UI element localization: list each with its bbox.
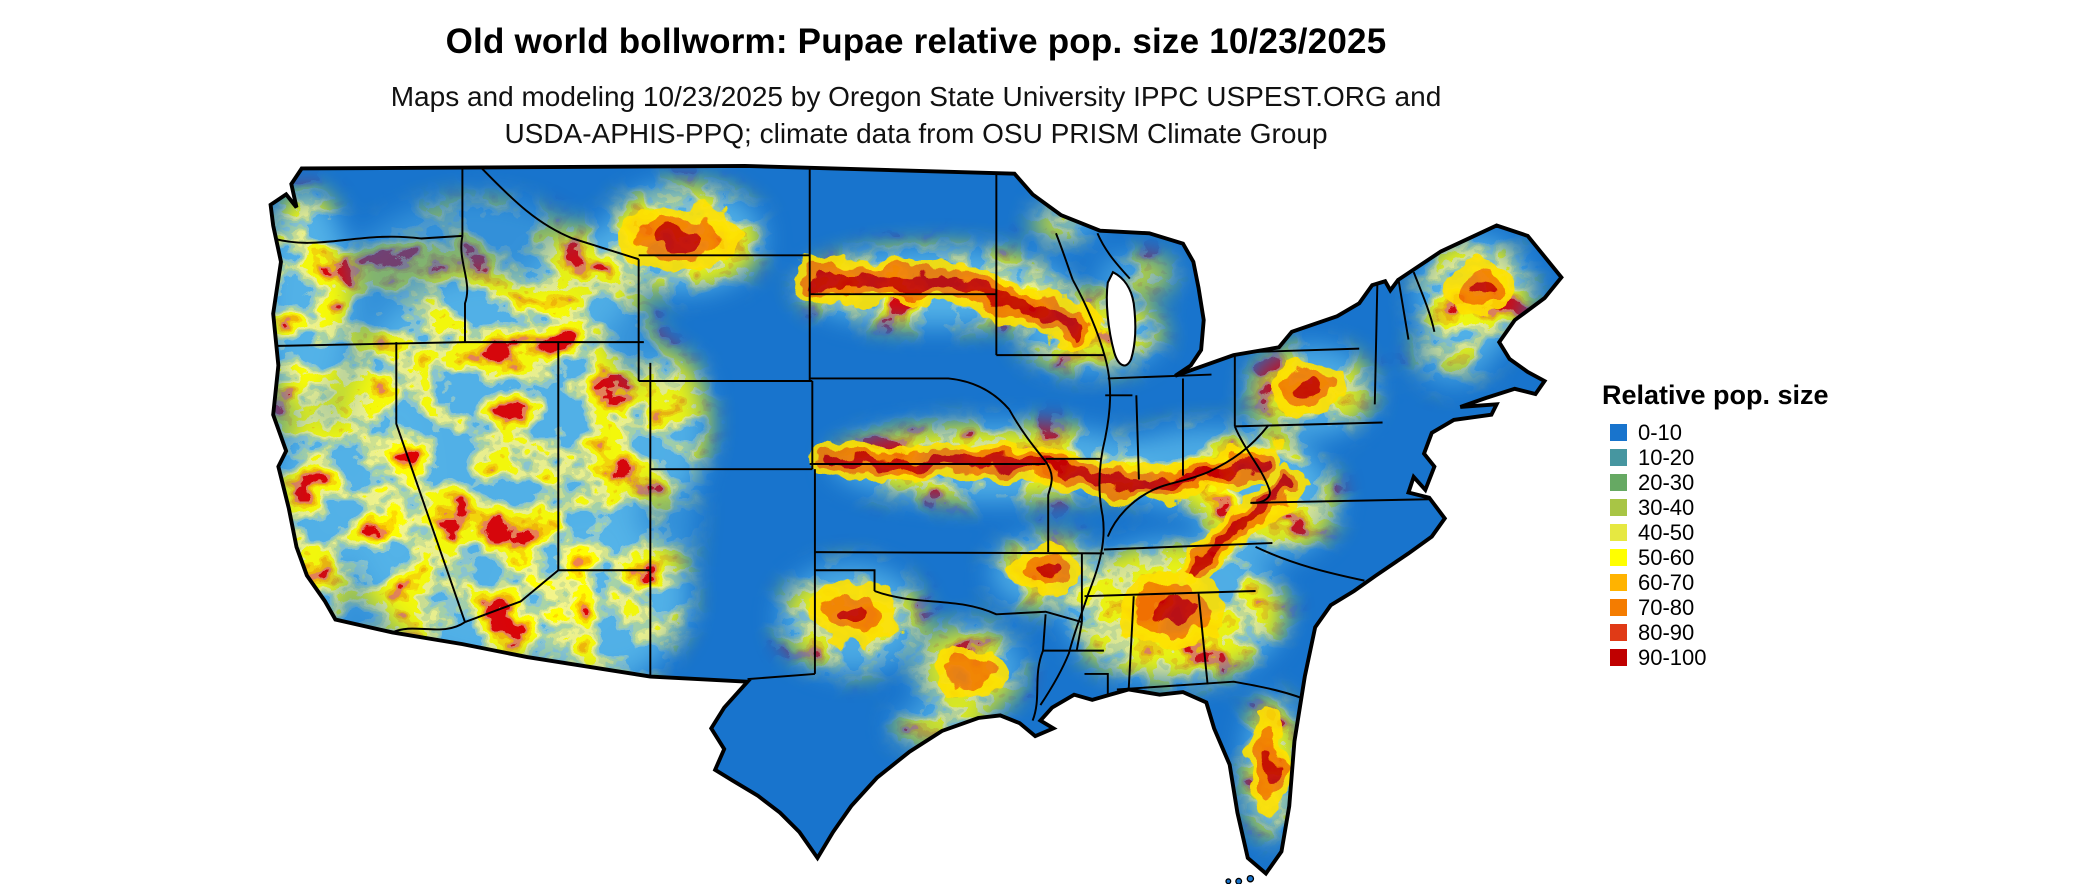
- title-block: Old world bollworm: Pupae relative pop. …: [0, 22, 1832, 62]
- legend-item: 0-10: [1610, 420, 1829, 445]
- legend-swatch: [1610, 499, 1627, 516]
- legend-item: 20-30: [1610, 470, 1829, 495]
- page-title: Old world bollworm: Pupae relative pop. …: [445, 22, 1387, 61]
- legend-label: 0-10: [1638, 419, 1683, 445]
- subtitle-line-2: USDA-APHIS-PPQ; climate data from OSU PR…: [504, 118, 1328, 149]
- legend-swatch: [1610, 524, 1627, 541]
- legend-item: 50-60: [1610, 545, 1829, 570]
- legend-label: 40-50: [1638, 519, 1695, 545]
- legend-swatch: [1610, 449, 1627, 466]
- legend-items: 0-10 10-20 20-30 30-40 40-50 50-60 60-70 70-80 8…: [1602, 420, 1829, 670]
- legend-item: 80-90: [1610, 620, 1829, 645]
- legend-swatch: [1610, 599, 1627, 616]
- legend-swatch: [1610, 574, 1627, 591]
- legend-swatch: [1610, 549, 1627, 566]
- legend-swatch: [1610, 424, 1627, 441]
- legend: Relative pop. size 0-10 10-20 20-30 30-40 40…: [1602, 380, 1829, 670]
- legend-swatch: [1610, 624, 1627, 641]
- legend-item: 30-40: [1610, 495, 1829, 520]
- map-raster-layer: [270, 165, 1562, 874]
- legend-label: 70-80: [1638, 594, 1695, 620]
- subtitle-line-1: Maps and modeling 10/23/2025 by Oregon S…: [390, 81, 1442, 112]
- legend-item: 70-80: [1610, 595, 1829, 620]
- legend-label: 30-40: [1638, 494, 1695, 520]
- legend-title: Relative pop. size: [1602, 380, 1829, 410]
- legend-item: 60-70: [1610, 570, 1829, 595]
- subtitle-block: Maps and modeling 10/23/2025 by Oregon S…: [0, 78, 1832, 152]
- legend-item: 90-100: [1610, 645, 1829, 670]
- florida-keys: [1225, 874, 1255, 885]
- legend-label: 60-70: [1638, 569, 1695, 595]
- us-heat-map: [268, 158, 1564, 885]
- legend-label: 80-90: [1638, 619, 1695, 645]
- legend-label: 50-60: [1638, 544, 1695, 570]
- legend-swatch: [1610, 474, 1627, 491]
- legend-label: 90-100: [1638, 644, 1707, 670]
- legend-item: 10-20: [1610, 445, 1829, 470]
- lake-michigan: [1105, 270, 1137, 367]
- us-heat-map-svg: [268, 163, 1564, 885]
- legend-item: 40-50: [1610, 520, 1829, 545]
- legend-label: 10-20: [1638, 444, 1695, 470]
- legend-label: 20-30: [1638, 469, 1695, 495]
- legend-swatch: [1610, 649, 1627, 666]
